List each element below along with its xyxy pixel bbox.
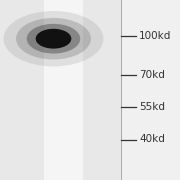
Ellipse shape [16,18,91,59]
Ellipse shape [27,24,80,54]
Bar [0,0,121,180]
Text: 70kd: 70kd [139,70,165,80]
Text: 100kd: 100kd [139,31,172,41]
Ellipse shape [4,11,103,66]
Bar [44,0,83,180]
Text: 55kd: 55kd [139,102,165,112]
Ellipse shape [36,29,71,49]
Text: 40kd: 40kd [139,134,165,145]
